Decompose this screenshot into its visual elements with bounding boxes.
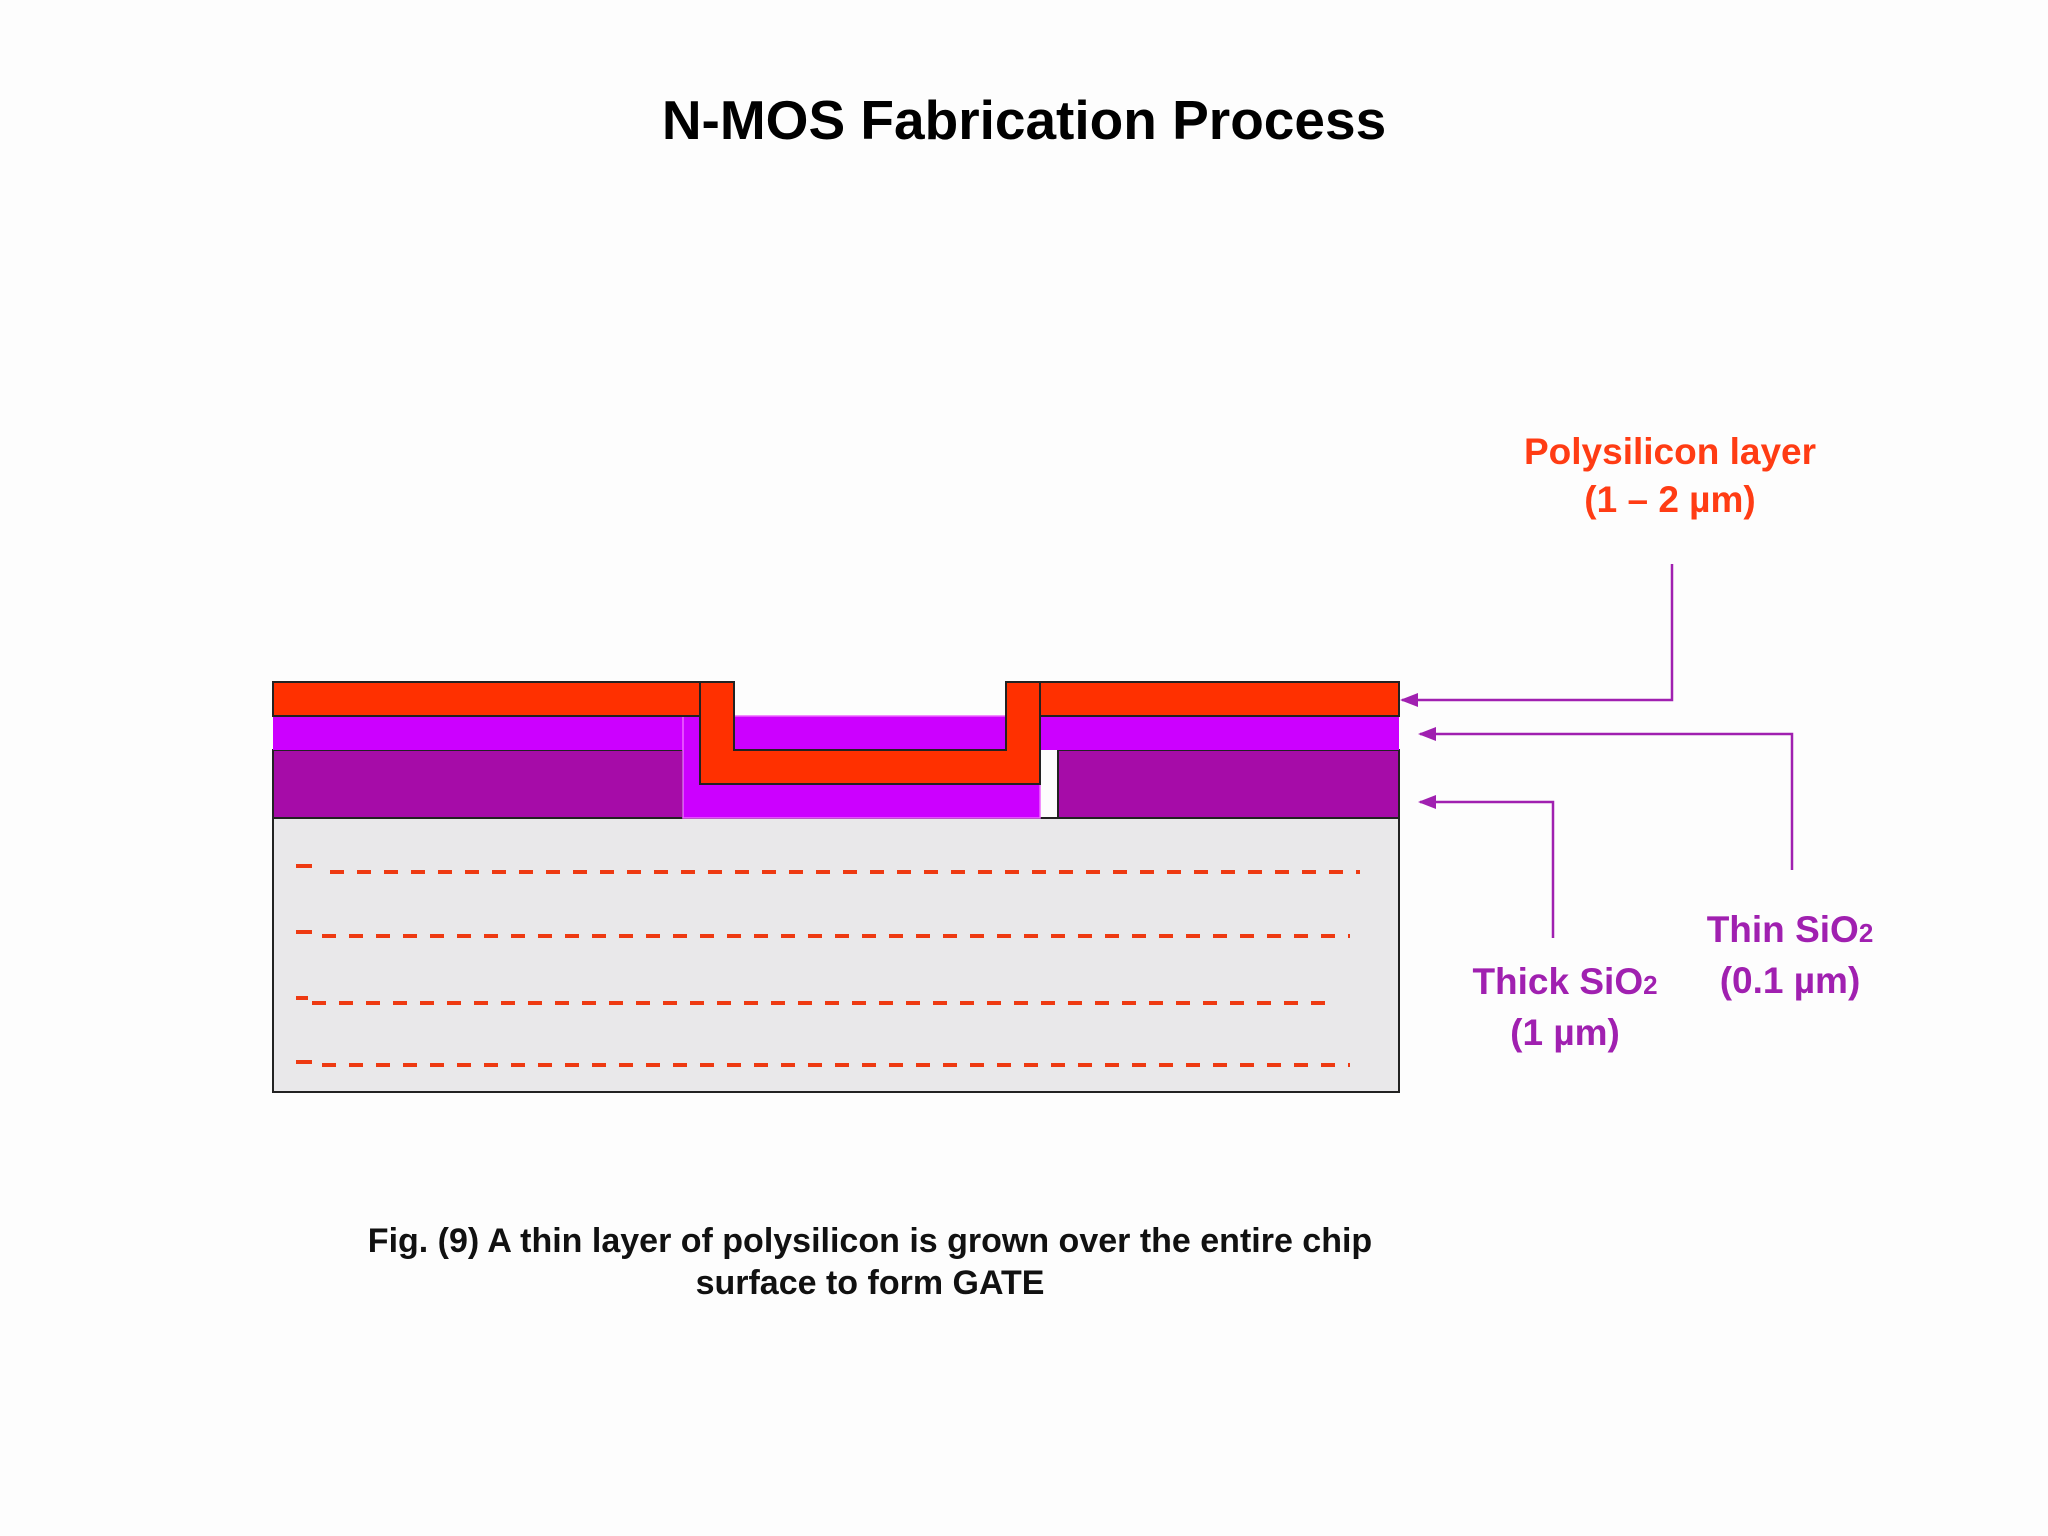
thin-oxide-label-thickness: (0.1 µm) (1719, 960, 1861, 1001)
thick-oxide-label-name: Thick SiO2 (1420, 958, 1710, 1009)
thick-oxide-right (1057, 749, 1400, 819)
figure-caption-line-1: Fig. (9) A thin layer of polysilicon is … (367, 1222, 1373, 1260)
thin-oxide-label: Thin SiO2 (0.1 µm) (1655, 906, 1925, 1005)
polysilicon-label-thickness: (1 – 2 µm) (1584, 479, 1756, 520)
substrate-dopant-marks (296, 864, 1360, 1067)
polysilicon-leader-line (1400, 564, 1674, 707)
thick-oxide-left (272, 749, 684, 819)
thin-oxide-label-text: Thin SiO (1706, 909, 1859, 950)
thin-oxide-label-name: Thin SiO2 (1655, 906, 1925, 957)
polysilicon-label-name: Polysilicon layer (1523, 431, 1817, 472)
polysilicon-label: Polysilicon layer (1 – 2 µm) (1460, 428, 1880, 524)
thin-oxide-right (1040, 716, 1399, 750)
thick-oxide-label-text: Thick SiO (1472, 961, 1644, 1002)
thick-oxide-label: Thick SiO2 (1 µm) (1420, 958, 1710, 1057)
figure-caption-line-2: surface to form GATE (695, 1264, 1045, 1302)
figure-caption: Fig. (9) A thin layer of polysilicon is … (270, 1220, 1470, 1304)
thin-oxide-left (273, 716, 683, 750)
p-substrate (272, 817, 1400, 1093)
thin-oxide-label-subscript: 2 (1858, 918, 1874, 948)
polysilicon-outline-details (699, 682, 1041, 716)
thick-oxide-leader-line (1418, 795, 1555, 938)
thick-oxide-label-thickness: (1 µm) (1510, 1012, 1620, 1053)
thick-oxide-label-subscript: 2 (1643, 970, 1658, 1000)
thin-oxide-leader-line (1418, 727, 1794, 870)
page-title: N-MOS Fabrication Process (661, 89, 1387, 151)
